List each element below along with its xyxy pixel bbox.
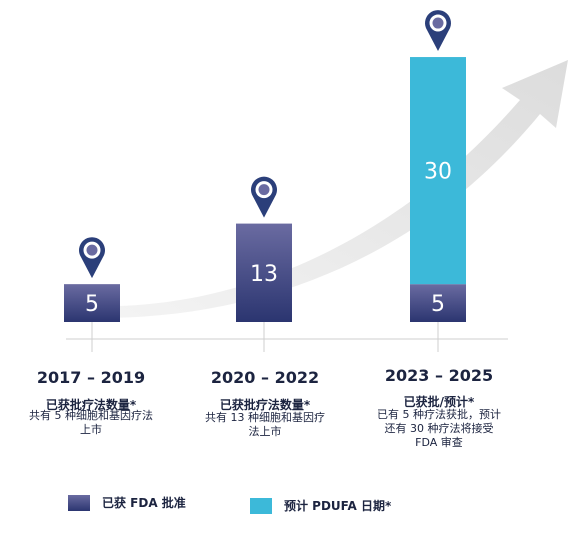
description-line: 共有 13 种细胞和基因疗 <box>205 411 325 424</box>
legend-swatch-approved <box>68 494 90 511</box>
period-description: 共有 5 种细胞和基因疗法 上市 <box>16 409 166 437</box>
description-line: 法上市 <box>248 425 282 438</box>
trend-arrow <box>92 60 568 318</box>
legend-label: 已获 FDA 批准 <box>102 496 186 510</box>
bar-segment <box>410 284 466 322</box>
description-line: 共有 5 种细胞和基因疗法 <box>29 409 153 422</box>
bar-segment <box>64 284 120 322</box>
period-subtitle: 已获批疗法数量* <box>45 398 137 412</box>
period-description: 已有 5 种疗法获批，预计 还有 30 种疗法将接受 FDA 审查 <box>364 408 514 450</box>
period-subtitle: 已获批疗法数量* <box>219 398 311 412</box>
bar-segment <box>410 57 466 285</box>
description-line: 已有 5 种疗法获批，预计 <box>377 408 501 421</box>
legend-item-approved: 已获 FDA 批准 <box>68 494 186 511</box>
legend-item-expected: 预计 PDUFA 日期* <box>250 497 391 514</box>
location-pin-icon <box>251 176 277 218</box>
period-description: 共有 13 种细胞和基因疗 法上市 <box>190 411 340 439</box>
legend-swatch-expected <box>250 497 272 514</box>
period-label: 2023 – 2025 <box>384 366 494 385</box>
location-pin-icon <box>79 237 106 279</box>
bar-segment <box>236 223 292 322</box>
description-line: 上市 <box>80 423 102 436</box>
description-line: FDA 审查 <box>415 436 463 449</box>
bar-value-label: 13 <box>250 262 278 287</box>
location-pin-icon <box>425 10 451 52</box>
period-subtitle: 已获批/预计* <box>403 395 475 409</box>
period-label: 2017 – 2019 <box>36 368 146 387</box>
period-label: 2020 – 2022 <box>210 368 320 387</box>
bar-value-label: 5 <box>431 292 445 317</box>
bar-value-label: 5 <box>85 292 99 317</box>
bar-value-label: 30 <box>424 160 452 185</box>
description-line: 还有 30 种疗法将接受 <box>384 422 494 435</box>
legend-label: 预计 PDUFA 日期* <box>284 499 392 513</box>
